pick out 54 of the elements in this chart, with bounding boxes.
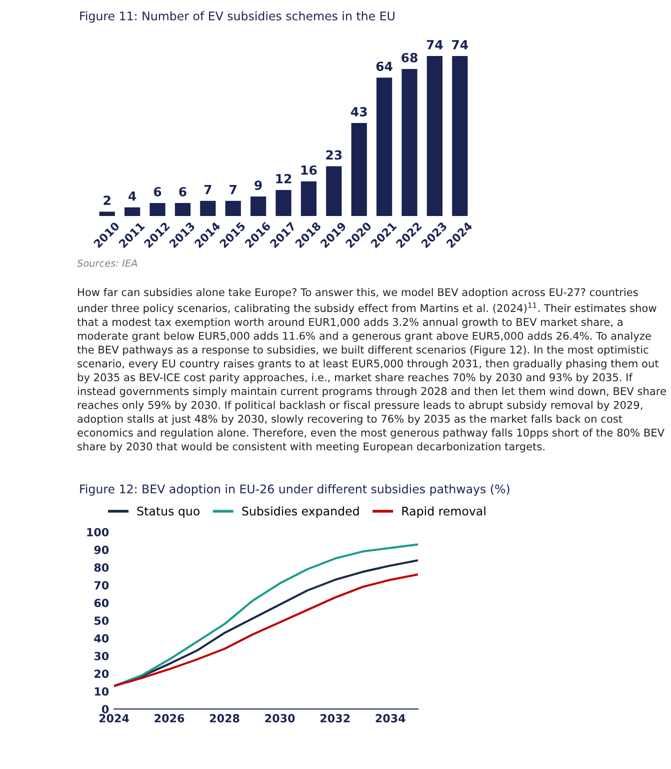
bar xyxy=(250,196,266,216)
data-label: 74 xyxy=(452,40,468,50)
x-tick-label: 2028 xyxy=(210,714,240,722)
data-label: 74 xyxy=(426,40,443,50)
bar xyxy=(300,181,317,216)
data-label: 2 xyxy=(104,196,110,205)
bar xyxy=(124,207,140,216)
legend-label: Status quo xyxy=(137,506,200,518)
y-tick-label: 80 xyxy=(94,563,109,572)
y-tick-label: 0 xyxy=(102,704,109,714)
y-tick-label: 50 xyxy=(94,616,109,625)
bar xyxy=(452,56,468,216)
x-tick-label: 2026 xyxy=(154,714,184,722)
y-tick-label: 20 xyxy=(94,670,109,678)
data-label: 23 xyxy=(326,150,342,160)
source-note: Sources: IEA xyxy=(77,259,138,267)
bar xyxy=(174,203,191,216)
bar xyxy=(99,212,115,216)
data-label: 68 xyxy=(402,52,418,62)
data-label: 6 xyxy=(154,186,162,196)
x-tick-label: 2034 xyxy=(376,714,406,722)
bar xyxy=(426,56,442,216)
bar xyxy=(351,123,367,216)
y-tick-label: 90 xyxy=(94,546,109,554)
data-label: 4 xyxy=(128,191,136,201)
y-tick-label: 60 xyxy=(94,598,109,608)
bar xyxy=(150,203,166,216)
bar xyxy=(402,68,418,216)
bar xyxy=(200,200,216,216)
bar xyxy=(326,166,342,216)
y-tick-label: 40 xyxy=(94,634,109,643)
y-tick-label: 30 xyxy=(94,652,109,660)
x-tick-label: 2024 xyxy=(99,714,129,722)
y-tick-label: 70 xyxy=(94,581,109,590)
data-label: 16 xyxy=(301,165,317,175)
legend-label: Subsidies expanded xyxy=(242,506,359,518)
data-label: 43 xyxy=(350,106,367,116)
x-tick-label: 2032 xyxy=(320,714,350,722)
data-label: 7 xyxy=(230,184,236,194)
data-label: 9 xyxy=(254,180,262,190)
chart-title: Figure 12: BEV adoption in EU-26 under different subsidies pathways (%) xyxy=(80,484,510,496)
bar xyxy=(225,200,241,216)
x-tick-label: 2030 xyxy=(265,714,295,722)
data-label: 12 xyxy=(276,174,292,184)
legend-label: Rapid removal xyxy=(402,506,486,518)
data-label: 6 xyxy=(179,186,186,196)
y-tick-label: 100 xyxy=(87,528,109,536)
text: How far can subsidies alone take Europe? To answer this, we model BEV adoption across EU-27? countries under three policy scenarios, calibrating the subsidy effect from Martins et al. (2024)$^{11}$. Their estimates show that a modest tax exemption worth around EUR1,000 adds 3.2% annual growth to BEV market share, a moderate grant below EUR5,000 adds 11.6% and a generous grant above EUR5,000 adds 26.4%. To analyze the BEV pathways as a response to subsidies, we built different scenarios (Figure 12). In the most optimistic scenario, every EU country raises grants to at least EUR5,000 through 2031, then gradually phasing them out by 2035 as BEV-ICE cost parity approaches, i.e., market share reaches 70% by 2030 and 93% by 2035. If instead governments simply maintain current programs through 2028 and then let them wind down, BEV share reaches only 59% by 2030. If political backlash or fiscal pressure leads to abrupt subsidy removal by 2029, adoption stalls at just 48% by 2030, slowly recovering to 76% by 2035 as the market falls back on cost economics and regulation alone. Therefore, even the most generous pathway falls 10pps short of the 80% BEV share by 2030 that would be consistent with meeting European decarbonization targets. xyxy=(77,288,666,452)
data-label: 7 xyxy=(204,184,212,194)
chart-title: Figure 11: Number of EV subsidies schemes in the EU xyxy=(80,11,394,23)
y-tick-label: 10 xyxy=(94,687,109,696)
data-label: 64 xyxy=(376,62,392,72)
bar xyxy=(376,78,392,216)
bar xyxy=(276,190,292,216)
